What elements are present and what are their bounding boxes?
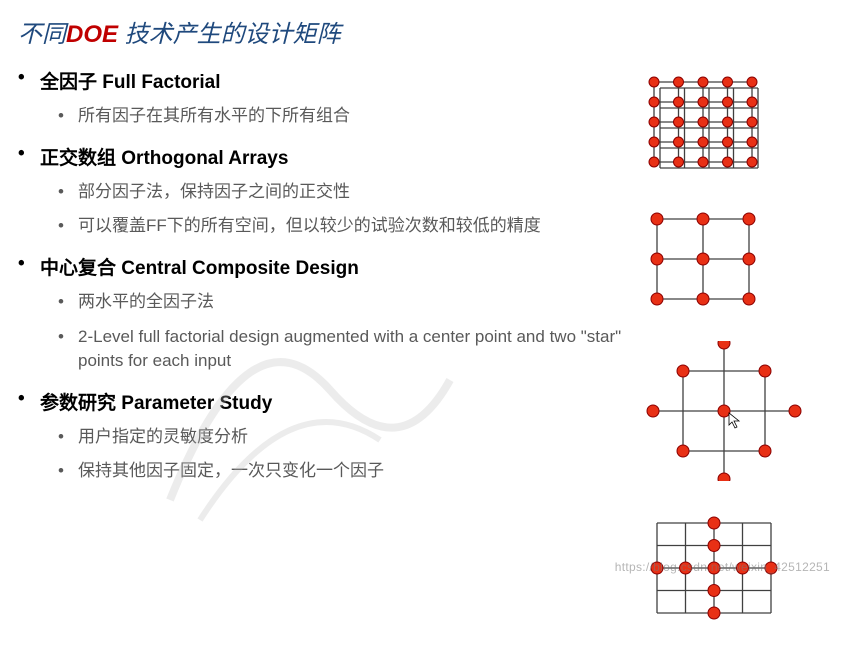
bullet-icon: •: [58, 325, 78, 350]
bullet-icon: •: [18, 253, 40, 275]
watermark-text: https://blog.csdn.net/weixin_42512251: [615, 560, 830, 574]
section-heading: 全因子 Full Factorial: [40, 67, 221, 94]
diagram-full-factorial: [639, 67, 767, 177]
sub-item: •所有因子在其所有水平的下所有组合: [58, 104, 627, 129]
sub-item: •保持其他因子固定，一次只变化一个因子: [58, 459, 627, 484]
slide-title: 不同DOE 技术产生的设计矩阵: [0, 0, 842, 57]
sub-item-text: 保持其他因子固定，一次只变化一个因子: [78, 459, 384, 484]
diagram-orthogonal: [639, 205, 767, 313]
sub-item: •两水平的全因子法: [58, 290, 627, 315]
bullet-icon: •: [58, 290, 78, 315]
section-heading: 参数研究 Parameter Study: [40, 388, 272, 415]
sub-item-text: 两水平的全因子法: [78, 290, 214, 315]
title-suffix: 技术产生的设计矩阵: [118, 21, 341, 48]
diagram-ccd: [639, 341, 809, 481]
bullet-icon: •: [58, 459, 78, 484]
section-heading: 中心复合 Central Composite Design: [40, 253, 359, 280]
sub-item-text: 部分因子法，保持因子之间的正交性: [78, 180, 350, 205]
text-column: •全因子 Full Factorial•所有因子在其所有水平的下所有组合•正交数…: [18, 67, 639, 655]
section-heading: 正交数组 Orthogonal Arrays: [40, 143, 288, 170]
sub-item-text: 2-Level full factorial design augmented …: [78, 325, 627, 374]
sub-item: •部分因子法，保持因子之间的正交性: [58, 180, 627, 205]
section-item: •全因子 Full Factorial•所有因子在其所有水平的下所有组合: [18, 67, 627, 129]
sub-item-text: 用户指定的灵敏度分析: [78, 425, 248, 450]
title-prefix: 不同: [18, 21, 66, 48]
section-item: •参数研究 Parameter Study•用户指定的灵敏度分析•保持其他因子固…: [18, 388, 627, 484]
sub-item-text: 所有因子在其所有水平的下所有组合: [78, 104, 350, 129]
section-item: •中心复合 Central Composite Design•两水平的全因子法•…: [18, 253, 627, 374]
bullet-icon: •: [58, 425, 78, 450]
sub-item: •2-Level full factorial design augmented…: [58, 325, 627, 374]
title-doe: DOE: [66, 21, 118, 48]
sub-item-text: 可以覆盖FF下的所有空间，但以较少的试验次数和较低的精度: [78, 214, 541, 239]
bullet-icon: •: [58, 214, 78, 239]
sub-item: •可以覆盖FF下的所有空间，但以较少的试验次数和较低的精度: [58, 214, 627, 239]
bullet-icon: •: [18, 143, 40, 165]
bullet-icon: •: [58, 104, 78, 129]
section-item: •正交数组 Orthogonal Arrays•部分因子法，保持因子之间的正交性…: [18, 143, 627, 239]
bullet-icon: •: [58, 180, 78, 205]
bullet-icon: •: [18, 67, 40, 89]
bullet-icon: •: [18, 388, 40, 410]
sub-item: •用户指定的灵敏度分析: [58, 425, 627, 450]
